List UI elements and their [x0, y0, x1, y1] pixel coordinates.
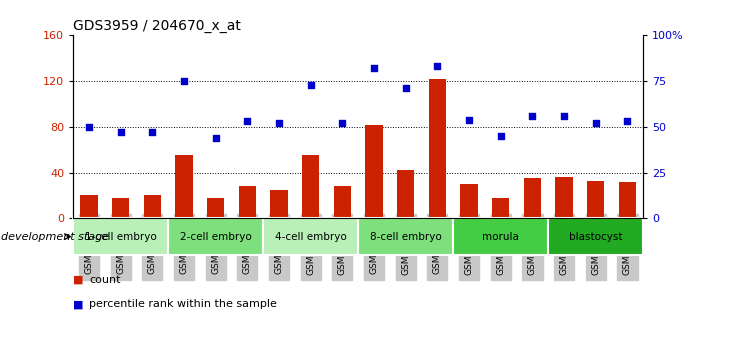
Point: [590, 120, 602, 126]
Bar: [302, 155, 319, 218]
Point: [558, 113, 570, 119]
Bar: [333, 186, 351, 218]
Point: [178, 78, 190, 84]
Point: [210, 135, 221, 141]
Text: GDS3959 / 204670_x_at: GDS3959 / 204670_x_at: [73, 19, 241, 33]
Text: blastocyst: blastocyst: [569, 232, 623, 241]
FancyBboxPatch shape: [263, 218, 358, 255]
Text: percentile rank within the sample: percentile rank within the sample: [89, 299, 277, 309]
FancyBboxPatch shape: [453, 218, 548, 255]
Text: morula: morula: [482, 232, 519, 241]
Point: [621, 119, 633, 124]
Text: 2-cell embryo: 2-cell embryo: [180, 232, 251, 241]
FancyBboxPatch shape: [548, 218, 643, 255]
Point: [463, 117, 475, 122]
Bar: [175, 155, 193, 218]
Bar: [492, 198, 510, 218]
Bar: [366, 125, 383, 218]
FancyBboxPatch shape: [168, 218, 263, 255]
Bar: [523, 178, 541, 218]
Bar: [397, 170, 414, 218]
Bar: [207, 198, 224, 218]
Text: 1-cell embryo: 1-cell embryo: [85, 232, 156, 241]
Bar: [587, 181, 605, 218]
Bar: [461, 184, 478, 218]
Point: [241, 119, 253, 124]
Bar: [80, 195, 98, 218]
Point: [526, 113, 538, 119]
Bar: [112, 198, 129, 218]
Text: ■: ■: [73, 299, 83, 309]
Bar: [556, 177, 573, 218]
Point: [400, 86, 412, 91]
FancyBboxPatch shape: [358, 218, 453, 255]
Bar: [270, 190, 288, 218]
Point: [115, 130, 126, 135]
Bar: [143, 195, 161, 218]
Bar: [238, 186, 256, 218]
Bar: [428, 79, 446, 218]
Bar: [618, 182, 636, 218]
Text: 4-cell embryo: 4-cell embryo: [275, 232, 346, 241]
Text: count: count: [89, 275, 121, 285]
Point: [83, 124, 95, 130]
Point: [146, 130, 158, 135]
Point: [336, 120, 348, 126]
FancyBboxPatch shape: [73, 218, 168, 255]
Point: [495, 133, 507, 139]
Point: [305, 82, 317, 87]
Point: [368, 65, 380, 71]
Point: [431, 64, 443, 69]
Text: development stage: development stage: [1, 232, 109, 241]
Text: 8-cell embryo: 8-cell embryo: [370, 232, 442, 241]
Point: [273, 120, 285, 126]
Text: ■: ■: [73, 275, 83, 285]
